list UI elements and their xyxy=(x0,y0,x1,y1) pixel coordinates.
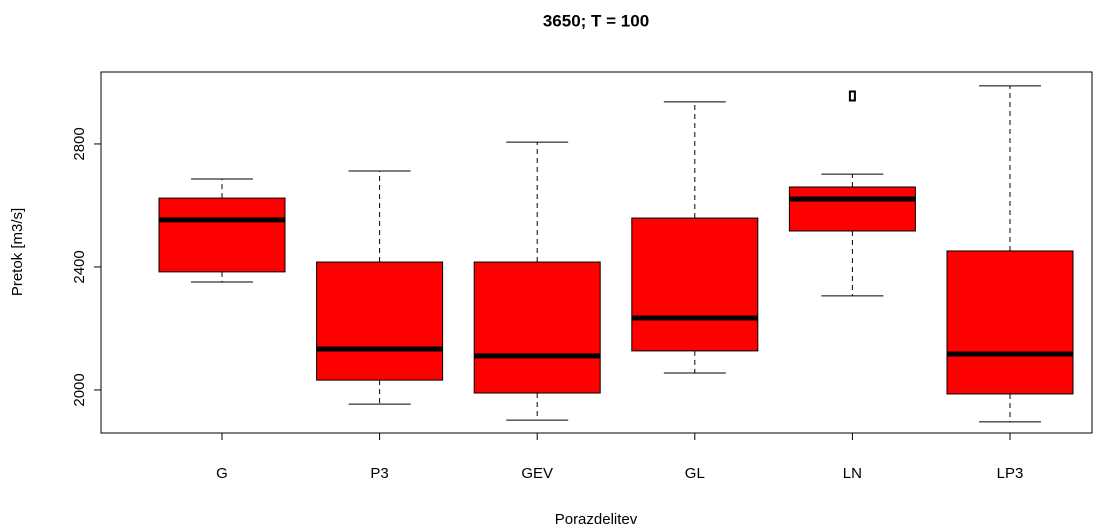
x-tick-label: LP3 xyxy=(997,465,1024,482)
box xyxy=(316,261,444,381)
y-tick-label: 2400 xyxy=(71,250,88,283)
x-tick-label: GEV xyxy=(521,465,553,482)
x-tick-label: LN xyxy=(843,465,862,482)
x-tick-label: P3 xyxy=(370,465,388,482)
x-tick-label: G xyxy=(216,465,228,482)
y-axis-label: Pretok [m3/s] xyxy=(9,208,26,296)
y-tick-label: 2000 xyxy=(71,373,88,406)
box xyxy=(473,261,601,394)
plot-frame xyxy=(100,71,1093,434)
outlier xyxy=(848,90,856,102)
x-axis-label: Porazdelitev xyxy=(555,511,638,528)
box xyxy=(788,186,916,232)
x-tick-label: GL xyxy=(685,465,705,482)
box xyxy=(631,217,759,352)
chart-title: 3650; T = 100 xyxy=(543,11,649,30)
box xyxy=(158,197,286,273)
box xyxy=(946,250,1074,395)
y-tick-label: 2800 xyxy=(71,127,88,160)
